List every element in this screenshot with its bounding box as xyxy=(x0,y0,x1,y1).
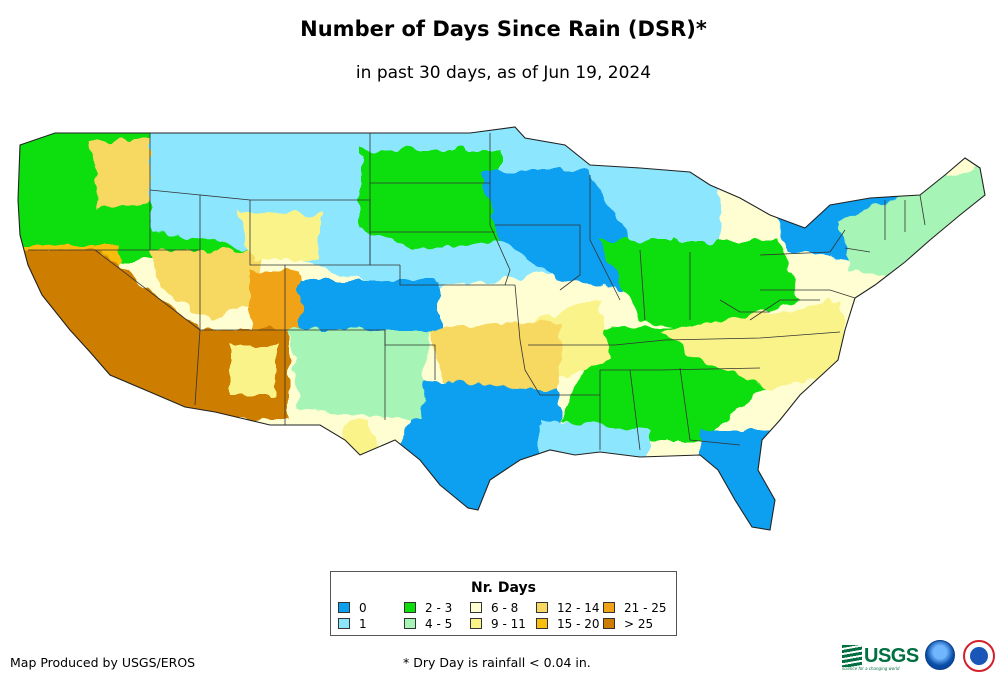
us-outline xyxy=(17,126,986,531)
legend-item-9: > 25 xyxy=(603,618,653,631)
region-great-lakes xyxy=(580,160,720,255)
region-wyoming xyxy=(240,210,320,260)
region-ohio-valley xyxy=(600,240,800,330)
legend-item-5: 9 - 11 xyxy=(470,618,526,631)
region-utah xyxy=(150,250,260,320)
dry-day-footnote: * Dry Day is rainfall < 0.04 in. xyxy=(403,655,591,670)
legend-box: Nr. Days 0 1 2 - 3 4 - 5 6 - 8 9 - 11 12… xyxy=(330,571,677,636)
region-southwest xyxy=(20,250,210,420)
state-borders xyxy=(28,133,926,451)
legend-label: 15 - 20 xyxy=(557,617,600,631)
legend-item-7: 15 - 20 xyxy=(536,618,600,631)
legend-label: > 25 xyxy=(624,617,654,631)
legend-label: 21 - 25 xyxy=(624,601,667,615)
region-arizona-spots xyxy=(230,345,275,395)
legend-label: 1 xyxy=(359,617,367,631)
legend-swatch xyxy=(470,602,482,613)
region-kansas xyxy=(290,280,440,340)
region-new-mexico-east xyxy=(290,330,430,420)
usgs-tagline: science for a changing world xyxy=(842,666,900,671)
nws-emblem-icon xyxy=(970,647,988,665)
usgs-logo: USGS science for a changing world xyxy=(842,642,919,671)
map-credit: Map Produced by USGS/EROS xyxy=(10,655,196,670)
legend-label: 4 - 5 xyxy=(425,617,453,631)
legend-label: 0 xyxy=(359,601,367,615)
legend-swatch xyxy=(338,618,350,629)
legend-item-8: 21 - 25 xyxy=(603,602,667,615)
legend-label: 2 - 3 xyxy=(425,601,453,615)
legend-swatch xyxy=(338,602,350,613)
legend-label: 12 - 14 xyxy=(557,601,600,615)
legend-item-6: 12 - 14 xyxy=(536,602,600,615)
region-oregon-dry xyxy=(90,140,150,210)
legend-item-0: 0 xyxy=(338,602,367,615)
legend-swatch xyxy=(404,602,416,613)
usgs-logo-text: USGS xyxy=(864,644,919,667)
region-dakotas xyxy=(360,150,500,250)
legend-item-1: 1 xyxy=(338,618,367,631)
legend-swatch xyxy=(603,618,615,629)
region-carolinas xyxy=(660,300,850,390)
region-new-england xyxy=(840,160,985,280)
region-texas-east xyxy=(400,380,560,520)
legend-swatch xyxy=(470,618,482,629)
map-title: Number of Days Since Rain (DSR)* xyxy=(300,17,707,41)
region-four-corners xyxy=(250,270,300,330)
legend-swatch xyxy=(536,618,548,629)
legend-item-2: 2 - 3 xyxy=(404,602,452,615)
legend-swatch xyxy=(404,618,416,629)
map-subtitle: in past 30 days, as of Jun 19, 2024 xyxy=(355,63,652,83)
legend-swatch xyxy=(536,602,548,613)
legend-item-4: 6 - 8 xyxy=(470,602,518,615)
nws-logo xyxy=(963,640,995,672)
noaa-logo xyxy=(925,640,955,670)
legend-item-3: 4 - 5 xyxy=(404,618,452,631)
usgs-wave-icon xyxy=(842,645,862,667)
legend-swatch xyxy=(603,602,615,613)
legend-title: Nr. Days xyxy=(471,580,536,596)
legend-label: 6 - 8 xyxy=(491,601,519,615)
legend-label: 9 - 11 xyxy=(491,617,526,631)
region-arklatex xyxy=(430,320,560,400)
map-fill xyxy=(18,127,985,530)
